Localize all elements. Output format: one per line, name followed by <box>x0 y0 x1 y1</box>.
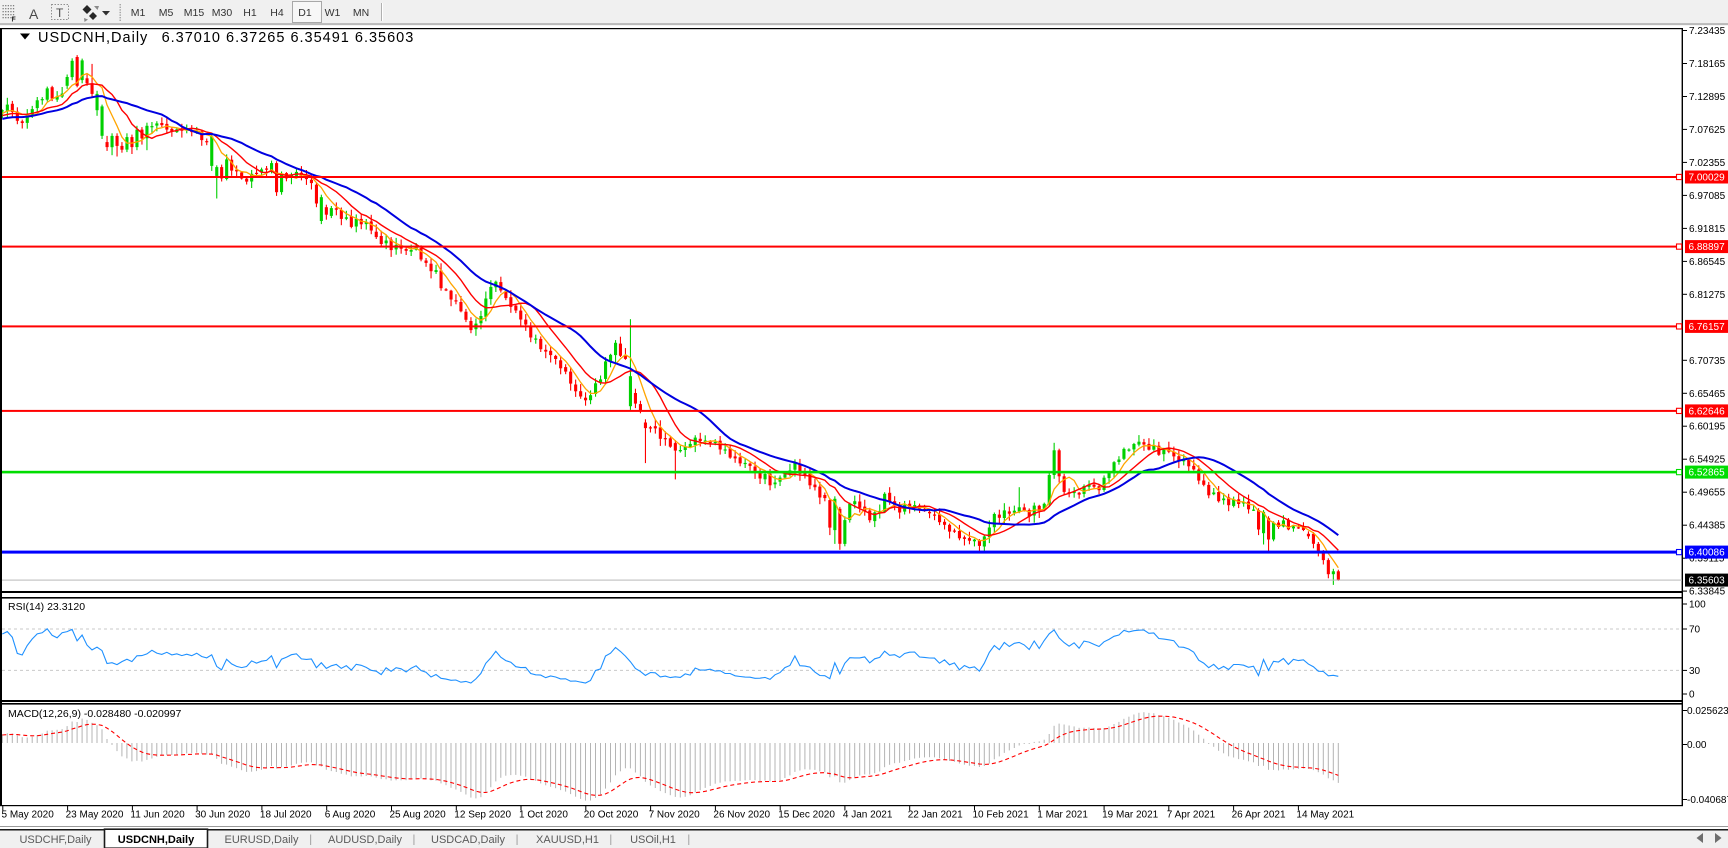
svg-text:0: 0 <box>1689 690 1695 701</box>
svg-text:23 May 2020: 23 May 2020 <box>66 810 124 821</box>
svg-text:6.54925: 6.54925 <box>1689 455 1726 466</box>
svg-text:|: | <box>412 834 415 846</box>
svg-text:6.39115: 6.39115 <box>1689 554 1725 565</box>
svg-text:H4: H4 <box>270 7 284 19</box>
svg-text:19 Mar 2021: 19 Mar 2021 <box>1102 810 1159 821</box>
svg-text:70: 70 <box>1689 625 1701 636</box>
svg-text:10 Feb 2021: 10 Feb 2021 <box>973 810 1030 821</box>
svg-text:M15: M15 <box>184 7 205 19</box>
svg-text:USDCNH,Daily: USDCNH,Daily <box>118 834 195 846</box>
svg-text:14 May 2021: 14 May 2021 <box>1296 810 1354 821</box>
svg-text:6.65465: 6.65465 <box>1689 389 1726 400</box>
svg-text:USDCAD,Daily: USDCAD,Daily <box>431 834 505 846</box>
svg-text:11 Jun 2020: 11 Jun 2020 <box>130 810 185 821</box>
svg-text:7.12895: 7.12895 <box>1689 92 1726 103</box>
svg-text:26 Apr 2021: 26 Apr 2021 <box>1232 810 1286 821</box>
svg-text:7 Apr 2021: 7 Apr 2021 <box>1167 810 1216 821</box>
svg-text:M30: M30 <box>212 7 233 19</box>
svg-text:6.62646: 6.62646 <box>1689 406 1726 417</box>
svg-text:H1: H1 <box>243 7 257 19</box>
svg-text:18 Jul 2020: 18 Jul 2020 <box>260 810 312 821</box>
svg-text:22 Jan 2021: 22 Jan 2021 <box>908 810 963 821</box>
svg-text:6 Aug 2020: 6 Aug 2020 <box>325 810 376 821</box>
svg-text:5 May 2020: 5 May 2020 <box>2 810 55 821</box>
svg-text:26 Nov 2020: 26 Nov 2020 <box>713 810 770 821</box>
svg-text:MACD(12,26,9) -0.028480 -0.020: MACD(12,26,9) -0.028480 -0.020997 <box>8 708 182 720</box>
svg-text:F: F <box>12 17 17 24</box>
svg-text:XAUUSD,H1: XAUUSD,H1 <box>536 834 599 846</box>
svg-text:RSI(14) 23.3120: RSI(14) 23.3120 <box>8 601 85 613</box>
svg-text:30: 30 <box>1689 666 1701 677</box>
svg-text:6.49655: 6.49655 <box>1689 488 1726 499</box>
svg-text:6.88897: 6.88897 <box>1689 242 1726 253</box>
svg-text:7.02355: 7.02355 <box>1689 158 1726 169</box>
svg-text:7.23435: 7.23435 <box>1689 26 1726 37</box>
svg-text:|: | <box>609 834 612 846</box>
svg-text:6.44385: 6.44385 <box>1689 521 1726 532</box>
svg-text:6.70735: 6.70735 <box>1689 356 1726 367</box>
svg-text:6.91815: 6.91815 <box>1689 224 1726 235</box>
svg-text:D1: D1 <box>298 7 312 19</box>
svg-text:6.52865: 6.52865 <box>1689 468 1726 479</box>
svg-text:6.97085: 6.97085 <box>1689 191 1726 202</box>
svg-text:6.35603: 6.35603 <box>1689 576 1726 587</box>
svg-text:AUDUSD,Daily: AUDUSD,Daily <box>328 834 402 846</box>
svg-text:USOil,H1: USOil,H1 <box>630 834 676 846</box>
svg-text:A: A <box>29 6 39 22</box>
svg-text:25 Aug 2020: 25 Aug 2020 <box>390 810 447 821</box>
svg-text:12 Sep 2020: 12 Sep 2020 <box>454 810 511 821</box>
svg-text:EURUSD,Daily: EURUSD,Daily <box>225 834 299 846</box>
svg-text:6.40086: 6.40086 <box>1689 548 1726 559</box>
svg-text:6.33845: 6.33845 <box>1689 587 1726 598</box>
svg-text:6.86545: 6.86545 <box>1689 257 1726 268</box>
svg-text:USDCNH,Daily 6.37010 6.37265: USDCNH,Daily 6.37010 6.37265 6.35491 6.3… <box>38 30 414 46</box>
svg-text:M1: M1 <box>131 7 146 19</box>
svg-text:|: | <box>309 834 312 846</box>
svg-text:7.07625: 7.07625 <box>1689 125 1726 136</box>
svg-text:T: T <box>56 6 64 20</box>
svg-text:7.00029: 7.00029 <box>1689 173 1726 184</box>
svg-text:0.025623: 0.025623 <box>1687 706 1728 717</box>
svg-text:6.81275: 6.81275 <box>1689 290 1726 301</box>
svg-text:6.76157: 6.76157 <box>1689 322 1726 333</box>
svg-text:USDCHF,Daily: USDCHF,Daily <box>19 834 92 846</box>
svg-text:15 Dec 2020: 15 Dec 2020 <box>778 810 835 821</box>
svg-text:M5: M5 <box>159 7 174 19</box>
svg-text:MN: MN <box>353 7 369 19</box>
svg-text:-0.040687: -0.040687 <box>1687 795 1728 806</box>
svg-text:30 Jun 2020: 30 Jun 2020 <box>195 810 250 821</box>
svg-text:100: 100 <box>1689 600 1706 611</box>
svg-text:6.60195: 6.60195 <box>1689 422 1726 433</box>
svg-text:4 Jan 2021: 4 Jan 2021 <box>843 810 893 821</box>
svg-text:1 Mar 2021: 1 Mar 2021 <box>1037 810 1088 821</box>
svg-text:|: | <box>687 834 690 846</box>
svg-text:1 Oct 2020: 1 Oct 2020 <box>519 810 568 821</box>
svg-text:20 Oct 2020: 20 Oct 2020 <box>584 810 639 821</box>
svg-text:W1: W1 <box>325 7 341 19</box>
svg-text:0.00: 0.00 <box>1687 740 1707 751</box>
svg-text:7.18165: 7.18165 <box>1689 59 1726 70</box>
svg-text:7 Nov 2020: 7 Nov 2020 <box>649 810 701 821</box>
svg-text:|: | <box>516 834 519 846</box>
